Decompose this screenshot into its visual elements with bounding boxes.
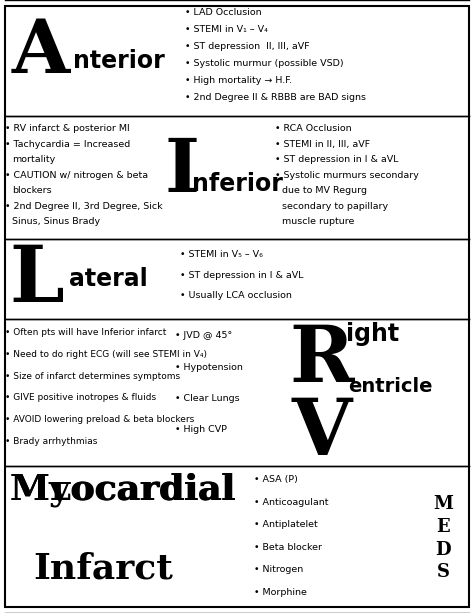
Text: • CAUTION w/ nitrogen & beta: • CAUTION w/ nitrogen & beta — [5, 171, 148, 180]
Text: Sinus, Sinus Brady: Sinus, Sinus Brady — [12, 218, 100, 226]
Text: Myocardial: Myocardial — [9, 472, 235, 506]
Text: • Tachycardia = Increased: • Tachycardia = Increased — [5, 140, 130, 149]
Text: L: L — [9, 242, 64, 318]
Text: due to MV Regurg: due to MV Regurg — [282, 186, 367, 196]
Text: • GIVE positive inotropes & fluids: • GIVE positive inotropes & fluids — [5, 394, 156, 402]
Text: • JVD @ 45°: • JVD @ 45° — [175, 331, 233, 340]
Text: secondary to papillary: secondary to papillary — [282, 202, 388, 211]
Text: • Antiplatelet: • Antiplatelet — [254, 520, 317, 529]
Text: • Systolic murmur (possible VSD): • Systolic murmur (possible VSD) — [185, 59, 344, 68]
Text: A: A — [12, 15, 70, 89]
Text: • ST depression  II, III, aVF: • ST depression II, III, aVF — [185, 42, 310, 51]
Text: • Morphine: • Morphine — [254, 588, 307, 597]
Text: Mʟocardial: Mʟocardial — [9, 472, 237, 506]
Text: • STEMI in II, III, aVF: • STEMI in II, III, aVF — [275, 140, 370, 149]
Text: I: I — [165, 135, 200, 208]
Text: • Brady arrhythmias: • Brady arrhythmias — [5, 437, 97, 446]
Text: • 2nd Degree II, 3rd Degree, Sick: • 2nd Degree II, 3rd Degree, Sick — [5, 202, 163, 211]
Text: • RCA Occlusion: • RCA Occlusion — [275, 124, 352, 133]
Text: V: V — [292, 395, 352, 471]
Text: • ASA (P): • ASA (P) — [254, 475, 298, 484]
Text: E: E — [437, 518, 450, 536]
Text: • Need to do right ECG (will see STEMI in V₄): • Need to do right ECG (will see STEMI i… — [5, 350, 207, 359]
Text: ight: ight — [346, 322, 399, 346]
Text: M: M — [433, 495, 453, 513]
Text: S: S — [437, 563, 450, 581]
Text: nterior: nterior — [73, 49, 165, 74]
Text: • ST depression in I & aVL: • ST depression in I & aVL — [275, 155, 399, 164]
Text: • ST depression in I & aVL: • ST depression in I & aVL — [180, 270, 304, 280]
Text: • Anticoagulant: • Anticoagulant — [254, 498, 328, 506]
Text: • Usually LCA occlusion: • Usually LCA occlusion — [180, 291, 292, 300]
Text: Infarct: Infarct — [33, 552, 173, 585]
Text: ateral: ateral — [69, 267, 147, 291]
Text: • RV infarct & posterior MI: • RV infarct & posterior MI — [5, 124, 129, 133]
Text: • Clear Lungs: • Clear Lungs — [175, 394, 240, 403]
Text: • Beta blocker: • Beta blocker — [254, 543, 321, 552]
Text: • LAD Occlusion: • LAD Occlusion — [185, 8, 262, 17]
Text: • High mortality → H.F.: • High mortality → H.F. — [185, 76, 292, 85]
Text: • AVOID lowering preload & beta blockers: • AVOID lowering preload & beta blockers — [5, 415, 194, 424]
Text: nferior: nferior — [192, 172, 283, 196]
Text: • STEMI in V₅ – V₆: • STEMI in V₅ – V₆ — [180, 250, 263, 259]
Text: • 2nd Degree II & RBBB are BAD signs: • 2nd Degree II & RBBB are BAD signs — [185, 93, 366, 102]
Text: • Nitrogen: • Nitrogen — [254, 565, 303, 574]
Text: mortality: mortality — [12, 155, 55, 164]
Text: • STEMI in V₁ – V₄: • STEMI in V₁ – V₄ — [185, 25, 268, 34]
Text: blockers: blockers — [12, 186, 52, 196]
Text: muscle rupture: muscle rupture — [282, 218, 355, 226]
Text: • High CVP: • High CVP — [175, 425, 228, 434]
Text: • Hypotension: • Hypotension — [175, 362, 243, 371]
Text: entricle: entricle — [348, 377, 433, 396]
Text: • Often pts will have Inferior infarct: • Often pts will have Inferior infarct — [5, 329, 166, 337]
Text: • Size of infarct determines symptoms: • Size of infarct determines symptoms — [5, 371, 180, 381]
Text: • Systolic murmurs secondary: • Systolic murmurs secondary — [275, 171, 419, 180]
Text: D: D — [436, 541, 451, 558]
Text: R: R — [289, 322, 354, 398]
